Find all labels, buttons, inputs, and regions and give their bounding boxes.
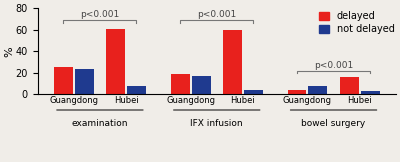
Legend: delayed, not delayed: delayed, not delayed (319, 11, 394, 34)
Text: p<0.001: p<0.001 (80, 10, 120, 19)
Bar (75, 69, 94, 94)
Bar (340, 77, 359, 94)
Text: examination: examination (72, 119, 128, 128)
Y-axis label: %: % (4, 46, 14, 57)
Text: IFX infusion: IFX infusion (190, 119, 243, 128)
Bar (192, 76, 210, 94)
Bar (127, 86, 146, 94)
Text: p<0.001: p<0.001 (197, 10, 236, 19)
Bar (223, 30, 242, 94)
Bar (106, 29, 125, 94)
Bar (171, 74, 190, 94)
Bar (244, 90, 263, 94)
Text: bowel surgery: bowel surgery (302, 119, 366, 128)
Bar (54, 68, 73, 94)
Bar (361, 91, 380, 94)
Bar (308, 86, 327, 94)
Bar (288, 90, 306, 94)
Text: p<0.001: p<0.001 (314, 61, 353, 70)
